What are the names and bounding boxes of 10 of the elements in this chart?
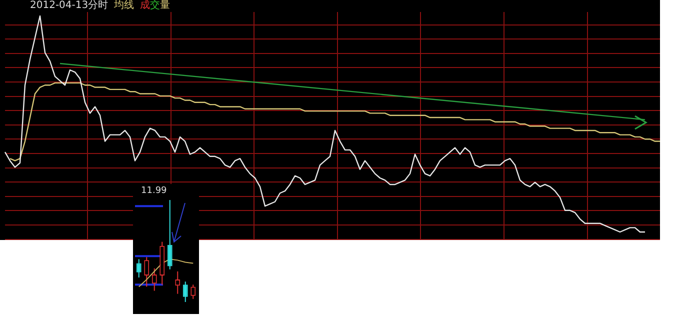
candlestick — [190, 284, 196, 300]
candlestick — [152, 268, 157, 292]
chart-title: 2012-04-13分时 — [30, 0, 108, 11]
candlestick — [175, 270, 180, 294]
text: 均线 — [114, 0, 134, 11]
annotation: 11.99 — [141, 186, 167, 196]
candlestick — [144, 256, 150, 288]
candlestick — [167, 200, 172, 270]
candlestick — [182, 281, 188, 302]
candlestick — [136, 258, 142, 278]
